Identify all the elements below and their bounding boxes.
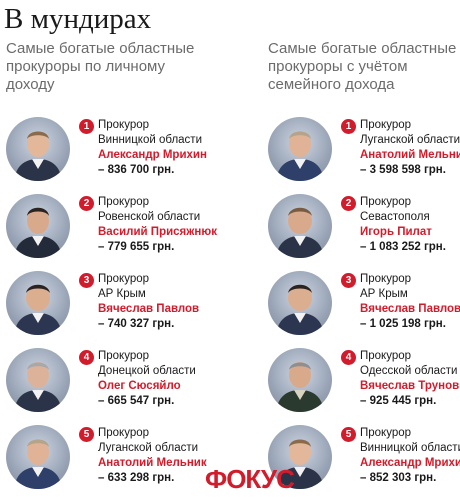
rank-badge: 3 (79, 273, 94, 288)
prosecutor-name: Александр Мрихин (360, 457, 460, 469)
income-value: – 1 083 252 грн. (360, 241, 446, 253)
rank-badge: 1 (341, 119, 356, 134)
prosecutor-name: Анатолий Мельник (98, 457, 207, 469)
income-value: – 3 598 598 грн. (360, 164, 446, 176)
prosecutor-name: Вячеслав Трунов (360, 380, 460, 392)
right-column: Самые богатые областные прокуроры с учёт… (268, 40, 460, 100)
rank-badge: 2 (341, 196, 356, 211)
right-subtitle-line: прокуроры с учётом (268, 58, 408, 75)
income-value: – 836 700 грн. (98, 164, 175, 176)
income-value: – 665 547 грн. (98, 395, 175, 407)
portrait-photo (268, 117, 332, 181)
list-item: 3 Прокурор АР Крым Вячеслав Павлов – 740… (6, 271, 256, 337)
region-label: Одесской области (360, 365, 458, 377)
region-label: Винницкой области (360, 442, 460, 454)
region-label: АР Крым (98, 288, 146, 300)
prosecutor-name: Василий Присяжнюк (98, 226, 217, 238)
region-label: Ровенской области (98, 211, 201, 223)
region-label: Донецкой области (98, 365, 196, 377)
left-subtitle: Самые богатые областные прокуроры по лич… (6, 40, 228, 100)
list-item: 1 Прокурор Винницкой области Александр М… (6, 117, 256, 183)
income-value: – 852 303 грн. (360, 472, 437, 484)
region-label: Севастополя (360, 211, 430, 223)
prosecutor-info: Прокурор Винницкой области Александр Мри… (360, 426, 460, 486)
rank-badge: 5 (79, 427, 94, 442)
prosecutor-info: Прокурор АР Крым Вячеслав Павлов – 1 025… (360, 272, 460, 332)
list-item: 1 Прокурор Луганской области Анатолий Ме… (268, 117, 460, 183)
prosecutor-info: Прокурор АР Крым Вячеслав Павлов – 740 3… (98, 272, 199, 332)
portrait-photo (268, 194, 332, 258)
role-label: Прокурор (98, 273, 150, 285)
list-item: 2 Прокурор Ровенской области Василий При… (6, 194, 256, 260)
portrait-photo (6, 425, 70, 489)
left-column: Самые богатые областные прокуроры по лич… (6, 40, 228, 100)
prosecutor-name: Олег Сюсяйло (98, 380, 181, 392)
portrait-photo (268, 271, 332, 335)
role-label: Прокурор (360, 273, 412, 285)
list-item: 4 Прокурор Одесской области Вячеслав Тру… (268, 348, 460, 414)
region-label: Луганской области (98, 442, 199, 454)
rank-badge: 1 (79, 119, 94, 134)
brand-logo: ФОКУС (205, 464, 295, 494)
income-value: – 925 445 грн. (360, 395, 437, 407)
role-label: Прокурор (360, 119, 412, 131)
list-item: 2 Прокурор Севастополя Игорь Пилат – 1 0… (268, 194, 460, 260)
rank-badge: 2 (79, 196, 94, 211)
role-label: Прокурор (360, 350, 412, 362)
left-subtitle-line: доходу (6, 76, 55, 93)
rank-badge: 3 (341, 273, 356, 288)
left-subtitle-line: прокуроры по личному (6, 58, 166, 75)
rank-badge: 5 (341, 427, 356, 442)
right-subtitle-line: Самые богатые областные (268, 40, 457, 57)
rank-badge: 4 (341, 350, 356, 365)
page-title: В мундирах (4, 3, 152, 35)
rank-badge: 4 (79, 350, 94, 365)
income-value: – 779 655 грн. (98, 241, 175, 253)
role-label: Прокурор (98, 196, 150, 208)
portrait-photo (6, 117, 70, 181)
income-value: – 740 327 грн. (98, 318, 175, 330)
portrait-photo (6, 271, 70, 335)
prosecutor-info: Прокурор Одесской области Вячеслав Труно… (360, 349, 459, 409)
prosecutor-name: Анатолий Мельник (360, 149, 460, 161)
list-item: 3 Прокурор АР Крым Вячеслав Павлов – 1 0… (268, 271, 460, 337)
right-subtitle-line: семейного дохода (268, 76, 395, 93)
prosecutor-info: Прокурор Винницкой области Александр Мри… (98, 118, 207, 178)
income-value: – 1 025 198 грн. (360, 318, 446, 330)
prosecutor-info: Прокурор Донецкой области Олег Сюсяйло –… (98, 349, 196, 409)
prosecutor-name: Игорь Пилат (360, 226, 432, 238)
list-item: 5 Прокурор Винницкой области Александр М… (268, 425, 460, 491)
role-label: Прокурор (98, 427, 150, 439)
role-label: Прокурор (98, 350, 150, 362)
prosecutor-name: Вячеслав Павлов (98, 303, 200, 315)
right-subtitle: Самые богатые областные прокуроры с учёт… (268, 40, 460, 100)
prosecutor-name: Вячеслав Павлов (360, 303, 460, 315)
portrait-photo (6, 194, 70, 258)
prosecutor-name: Александр Мрихин (98, 149, 207, 161)
prosecutor-info: Прокурор Луганской области Анатолий Мель… (360, 118, 460, 178)
region-label: АР Крым (360, 288, 408, 300)
list-item: 4 Прокурор Донецкой области Олег Сюсяйло… (6, 348, 256, 414)
income-value: – 633 298 грн. (98, 472, 175, 484)
prosecutor-info: Прокурор Ровенской области Василий Прися… (98, 195, 217, 255)
prosecutor-info: Прокурор Луганской области Анатолий Мель… (98, 426, 207, 486)
left-subtitle-line: Самые богатые областные (6, 40, 195, 57)
portrait-photo (6, 348, 70, 412)
region-label: Винницкой области (98, 134, 202, 146)
role-label: Прокурор (98, 119, 150, 131)
region-label: Луганской области (360, 134, 460, 146)
list-item: 5 Прокурор Луганской области Анатолий Ме… (6, 425, 256, 491)
portrait-photo (268, 348, 332, 412)
role-label: Прокурор (360, 427, 412, 439)
role-label: Прокурор (360, 196, 412, 208)
portrait-photo (268, 425, 332, 489)
prosecutor-info: Прокурор Севастополя Игорь Пилат – 1 083… (360, 195, 446, 255)
